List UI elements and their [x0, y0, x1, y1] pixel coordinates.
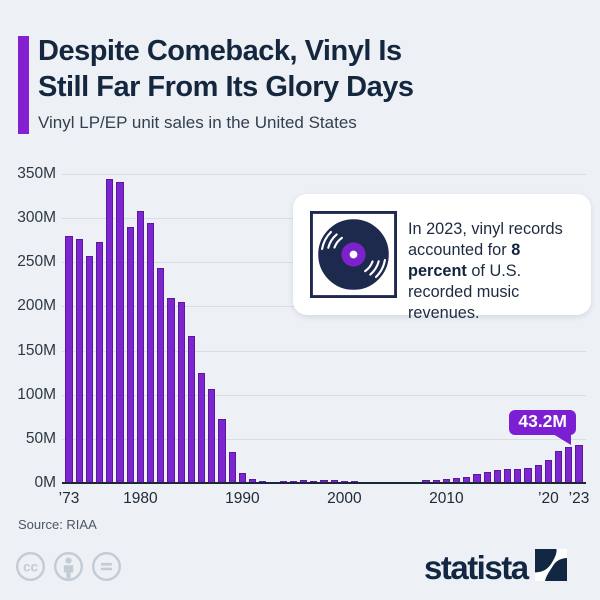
bar-1979: [126, 227, 134, 483]
bar-2016: [504, 469, 512, 483]
bar-1990: [238, 472, 246, 483]
gridline: [62, 438, 586, 440]
y-axis-label: 250M: [17, 253, 56, 271]
title-accent-bar: [18, 36, 29, 134]
statista-logo-mark-icon: [534, 549, 567, 586]
attribution-icon[interactable]: [53, 551, 84, 587]
bar-2021: [555, 450, 563, 483]
bar-2017: [514, 468, 522, 483]
bar-2013: [473, 474, 481, 483]
bar-1984: [177, 302, 185, 483]
y-axis-label: 200M: [17, 297, 56, 315]
bar-2012: [463, 477, 471, 483]
bar-1976: [96, 242, 104, 483]
y-axis-label: 50M: [25, 429, 56, 447]
y-axis-label: 0M: [34, 474, 56, 491]
vinyl-record-icon: [310, 211, 397, 298]
bar-1986: [198, 372, 206, 483]
source-label: Source: RIAA: [18, 517, 97, 532]
gridline: [62, 350, 586, 352]
bar-2023: [575, 444, 583, 483]
x-axis-label: 1980: [123, 490, 158, 507]
bar-2019: [534, 465, 542, 483]
callout-text-bold: 8 percent: [408, 241, 521, 280]
y-axis-label: 150M: [17, 341, 56, 359]
y-axis-label: 100M: [17, 385, 56, 403]
bar-1981: [147, 222, 155, 483]
x-axis-label: ’20: [538, 490, 559, 507]
bar-2020: [544, 460, 552, 483]
bar-1980: [136, 211, 144, 483]
bar-2009: [432, 479, 440, 483]
cc-icon[interactable]: cc: [15, 551, 46, 587]
bar-1988: [218, 419, 226, 483]
x-axis-label: 2010: [429, 490, 464, 507]
no-derivatives-icon[interactable]: [91, 551, 122, 587]
x-axis-label: 2000: [327, 490, 362, 507]
gridline: [62, 174, 586, 175]
callout-card: In 2023, vinyl records accounted for 8 p…: [293, 194, 591, 322]
bar-1991: [249, 478, 257, 483]
bar-1977: [106, 179, 114, 483]
value-callout-pointer: [553, 434, 571, 445]
bar-1999: [330, 480, 338, 483]
bar-2014: [483, 472, 491, 483]
chart-subtitle: Vinyl LP/EP unit sales in the United Sta…: [38, 113, 357, 132]
value-callout-pill: 43.2M: [509, 410, 576, 435]
x-axis-line: [62, 482, 586, 484]
bar-2015: [493, 470, 501, 483]
bar-2010: [442, 479, 450, 483]
page-title-line1: Despite Comeback, Vinyl Is: [38, 35, 402, 67]
x-axis-label: ’23: [568, 490, 590, 507]
bar-1973: [65, 235, 73, 483]
bar-1987: [208, 388, 216, 483]
callout-text-before: In 2023, vinyl records accounted for: [408, 220, 563, 259]
y-axis-label: 350M: [17, 165, 56, 182]
bar-1982: [157, 267, 165, 483]
statista-wordmark: statista: [424, 548, 529, 586]
gridline: [62, 394, 586, 396]
bar-1992: [259, 480, 267, 483]
page-title: Despite Comeback, Vinyl Is Still Far Fro…: [38, 33, 414, 105]
bar-1978: [116, 181, 124, 483]
callout-text-after: of U.S. recorded music revenues.: [408, 262, 522, 322]
bar-1983: [167, 297, 175, 483]
license-icons: cc: [15, 551, 122, 587]
x-axis-label: ’73: [58, 490, 80, 507]
bar-2022: [565, 447, 573, 483]
bar-2011: [453, 478, 461, 483]
x-axis-label: 1990: [225, 490, 260, 507]
bar-1998: [320, 480, 328, 483]
bar-1997: [310, 480, 318, 483]
bar-1996: [300, 480, 308, 483]
bar-1974: [75, 239, 83, 483]
page-title-line2: Still Far From Its Glory Days: [38, 71, 414, 103]
bar-1989: [228, 452, 236, 483]
bar-2018: [524, 468, 532, 483]
bar-1975: [85, 256, 93, 483]
bar-2008: [422, 480, 430, 483]
svg-text:cc: cc: [23, 560, 39, 575]
bar-1985: [187, 335, 195, 483]
y-axis-label: 300M: [17, 209, 56, 227]
callout-text: In 2023, vinyl records accounted for 8 p…: [408, 219, 580, 324]
statista-logo[interactable]: statista: [424, 549, 567, 586]
